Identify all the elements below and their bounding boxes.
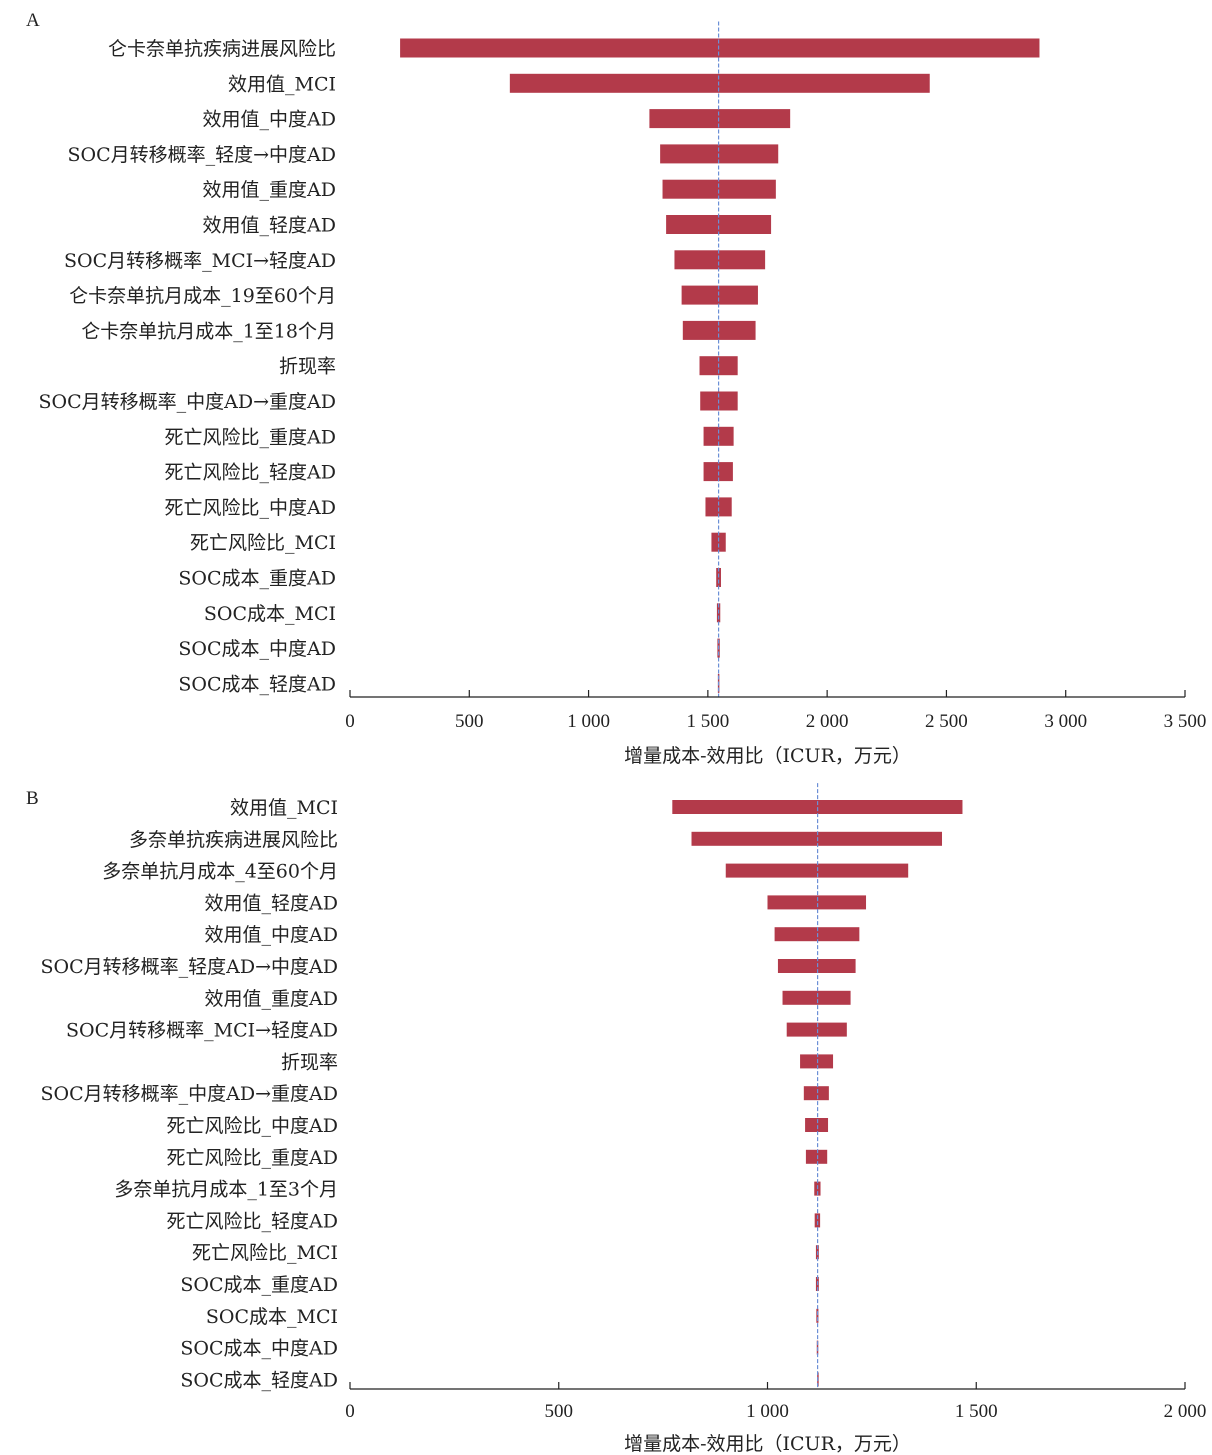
bar: [681, 285, 758, 305]
x-tick-label: 500: [455, 711, 484, 732]
category-label: SOC成本_MCI: [206, 1306, 338, 1328]
x-tick-label: 0: [345, 1401, 355, 1422]
category-label: 死亡风险比_MCI: [192, 1242, 338, 1264]
bar: [674, 250, 766, 270]
category-label: 效用值_MCI: [230, 797, 338, 819]
x-tick-label: 2 500: [925, 711, 968, 732]
category-label: 效用值_轻度AD: [205, 892, 338, 914]
bar: [691, 831, 943, 846]
x-tick-label: 3 000: [1044, 711, 1087, 732]
category-label: SOC月转移概率_MCI→轻度AD: [66, 1020, 338, 1042]
bar: [816, 1308, 819, 1323]
category-label: 多奈单抗月成本_1至3个月: [114, 1179, 338, 1201]
category-label: 死亡风险比_中度AD: [165, 497, 336, 519]
category-label: SOC月转移概率_中度AD→重度AD: [41, 1083, 338, 1105]
bar: [767, 895, 867, 910]
category-label: SOC成本_轻度AD: [178, 673, 336, 695]
category-label: SOC成本_MCI: [204, 603, 336, 625]
category-label: 多奈单抗疾病进展风险比: [129, 829, 338, 851]
panel-letter: A: [26, 10, 40, 31]
bar: [672, 800, 963, 814]
category-label: 折现率: [279, 356, 336, 378]
bar: [786, 1022, 847, 1037]
bar: [705, 497, 732, 517]
bar: [777, 959, 856, 973]
x-tick-label: 1 500: [955, 1401, 998, 1422]
bar: [774, 927, 860, 942]
category-label: 死亡风险比_中度AD: [167, 1115, 338, 1137]
panel-letter: B: [26, 788, 39, 809]
x-tick-label: 1 500: [686, 711, 729, 732]
category-label: 仑卡奈单抗月成本_19至60个月: [69, 285, 336, 307]
category-label: 效用值_中度AD: [203, 109, 336, 131]
bar: [782, 990, 851, 1005]
category-label: 仑卡奈单抗疾病进展风险比: [108, 38, 336, 60]
bar: [711, 532, 726, 552]
category-label: 死亡风险比_轻度AD: [167, 1210, 338, 1232]
category-label: 效用值_重度AD: [205, 988, 338, 1010]
x-tick-label: 3 500: [1164, 711, 1207, 732]
category-label: 效用值_轻度AD: [203, 215, 336, 237]
x-tick-label: 1 000: [567, 711, 610, 732]
x-tick-label: 2 000: [806, 711, 849, 732]
category-label: 多奈单抗月成本_4至60个月: [102, 861, 338, 883]
category-label: 死亡风险比_重度AD: [165, 426, 336, 448]
category-label: SOC月转移概率_MCI→轻度AD: [64, 250, 336, 272]
x-tick-label: 1 000: [746, 1401, 789, 1422]
category-label: SOC月转移概率_轻度→中度AD: [67, 144, 336, 166]
x-tick-label: 500: [545, 1401, 574, 1422]
category-label: 效用值_重度AD: [203, 179, 336, 201]
bar: [803, 1086, 829, 1101]
category-label: SOC成本_中度AD: [178, 638, 336, 660]
bar: [725, 863, 909, 878]
category-label: SOC成本_重度AD: [180, 1274, 338, 1296]
category-label: SOC月转移概率_中度AD→重度AD: [39, 391, 336, 413]
bar: [649, 109, 791, 129]
category-label: SOC月转移概率_轻度AD→中度AD: [41, 956, 338, 978]
x-tick-label: 0: [345, 711, 355, 732]
x-axis-title: 增量成本-效用比（ICUR，万元）: [624, 1433, 911, 1455]
category-label: 死亡风险比_MCI: [190, 532, 336, 554]
bar: [805, 1118, 829, 1132]
x-axis-title: 增量成本-效用比（ICUR，万元）: [624, 745, 911, 767]
bar: [400, 38, 1040, 58]
category-label: 效用值_中度AD: [205, 924, 338, 946]
category-label: SOC成本_轻度AD: [180, 1369, 338, 1391]
bar: [814, 1213, 821, 1228]
category-label: SOC成本_重度AD: [178, 568, 336, 590]
category-label: 死亡风险比_轻度AD: [165, 462, 336, 484]
bar: [662, 179, 776, 199]
bar: [666, 215, 772, 234]
category-label: 死亡风险比_重度AD: [167, 1147, 338, 1169]
category-label: 效用值_MCI: [228, 73, 336, 95]
chart-panel-b: B 效用值_MCI 多奈单抗疾病进展风险比多奈单抗月成本_4至60个月效用值_轻度A…: [26, 783, 1206, 1455]
category-label: SOC成本_中度AD: [180, 1338, 338, 1360]
bar: [800, 1054, 834, 1069]
category-label: 仑卡奈单抗月成本_1至18个月: [81, 320, 336, 342]
category-label: 折现率: [281, 1051, 338, 1073]
bar: [805, 1149, 828, 1164]
x-tick-label: 2 000: [1164, 1401, 1207, 1422]
bar: [509, 73, 930, 93]
